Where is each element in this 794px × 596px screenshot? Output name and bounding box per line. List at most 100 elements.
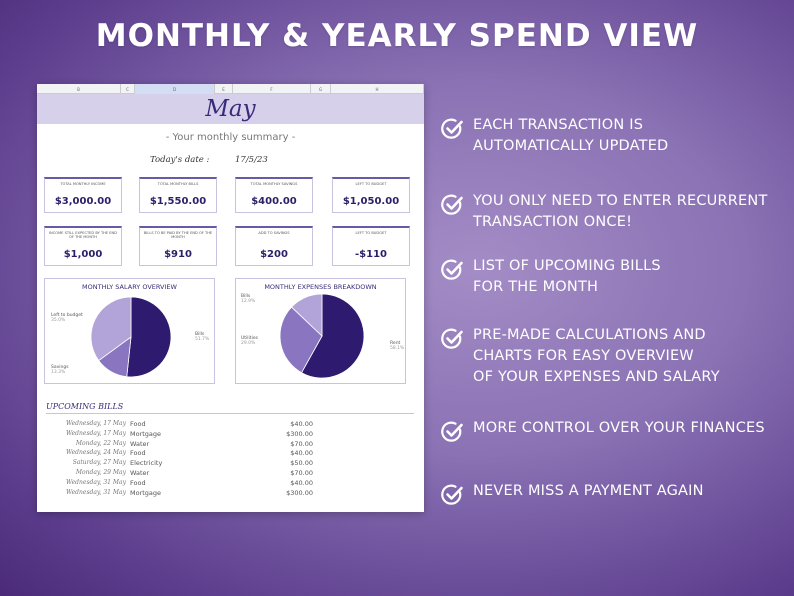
bill-date: Wednesday, 31 May xyxy=(65,488,126,496)
card-value: $3,000.00 xyxy=(54,196,112,207)
pie-slice-left-to-budget xyxy=(90,296,132,362)
column-header[interactable]: G xyxy=(311,84,331,94)
date-value[interactable]: 17/5/23 xyxy=(235,155,268,165)
check-circle-icon xyxy=(441,328,463,349)
bill-amount: $40.00 xyxy=(290,420,313,428)
check-circle-icon xyxy=(441,484,463,505)
slice-label-savings: Savings 13.3% xyxy=(51,365,69,375)
bill-date: Wednesday, 31 May xyxy=(65,478,126,486)
feature-text: NEVER MISS A PAYMENT AGAIN xyxy=(473,483,704,499)
pie-slice-bills xyxy=(290,293,323,337)
card-left-to-budget: LEFT TO BUDGET $1,050.00 xyxy=(332,177,410,213)
card-label: BILLS TO BE PAID BY THE END OF THE MONTH xyxy=(143,231,213,240)
headline: MONTHLY & YEARLY SPEND VIEW xyxy=(95,18,699,54)
pie-slice-utilities xyxy=(279,306,323,374)
bill-name: Mortgage xyxy=(130,429,162,438)
column-header[interactable]: D xyxy=(135,84,215,94)
column-header[interactable]: F xyxy=(233,84,311,94)
salary-chart: MONTHLY SALARY OVERVIEW Left to budget 35… xyxy=(44,278,215,384)
pie-slice-rent xyxy=(300,293,365,379)
check-circle-icon xyxy=(441,259,463,280)
card-label: TOTAL MONTHLY BILLS xyxy=(157,182,199,186)
card-value: $200 xyxy=(260,249,288,260)
bill-date: Wednesday, 24 May xyxy=(65,449,126,457)
bill-amount: $50.00 xyxy=(290,459,313,468)
feature-text: EACH TRANSACTION IS AUTOMATICALLY UPDATE… xyxy=(473,117,669,154)
expenses-chart: MONTHLY EXPENSES BREAKDOWN Bills 12.9% Ut… xyxy=(235,278,406,384)
card-left-to-budget-2: LEFT TO BUDGET -$110 xyxy=(332,226,410,266)
card-value: $1,550.00 xyxy=(149,196,207,207)
column-header-bar: B C D E F G H xyxy=(37,84,424,94)
check-circle-icon xyxy=(441,421,463,442)
bill-date: Monday, 29 May xyxy=(75,468,126,476)
slice-label-left-to-budget: Left to budget 35.0% xyxy=(51,313,83,323)
card-total-savings: TOTAL MONTHLY SAVINGS $400.00 xyxy=(235,177,313,213)
upcoming-bills-title: UPCOMING BILLS xyxy=(46,402,124,411)
card-label: LEFT TO BUDGET xyxy=(355,231,387,235)
check-circle-icon xyxy=(441,194,463,215)
bill-amount: $300.00 xyxy=(286,429,313,438)
slice-label-bills: Bills 51.7% xyxy=(195,332,210,342)
slice-label-utilities: Utilities 29.0% xyxy=(241,336,258,346)
card-value: $1,000 xyxy=(63,249,103,260)
slice-label-rent: Rent 58.1% xyxy=(390,341,405,351)
card-add-to-savings: ADD TO SAVINGS $200 xyxy=(235,226,313,266)
card-value: $400.00 xyxy=(251,196,297,207)
bill-amount: $70.00 xyxy=(290,439,313,448)
bill-amount: $40.00 xyxy=(290,449,313,458)
feature-text: PRE-MADE CALCULATIONS AND CHARTS FOR EAS… xyxy=(473,327,720,385)
bill-name: Food xyxy=(130,420,146,428)
card-total-bills: TOTAL MONTHLY BILLS $1,550.00 xyxy=(139,177,217,213)
expenses-pie xyxy=(279,293,365,379)
bill-amount: $300.00 xyxy=(286,488,313,497)
divider xyxy=(46,413,414,414)
card-label: INCOME STILL EXPECTED BY THE END OF THE … xyxy=(49,231,117,240)
column-header[interactable]: E xyxy=(215,84,233,94)
column-header[interactable]: H xyxy=(331,84,424,94)
bill-date: Monday, 22 May xyxy=(75,439,126,447)
check-circle-icon xyxy=(441,118,463,139)
card-label: LEFT TO BUDGET xyxy=(355,182,387,186)
list-item: Monday, 22 May Water $70.00 xyxy=(46,440,416,450)
bill-date: Wednesday, 17 May xyxy=(65,420,126,427)
feature-text: LIST OF UPCOMING BILLS FOR THE MONTH xyxy=(473,258,661,295)
card-value: $910 xyxy=(164,249,192,260)
bill-name: Food xyxy=(130,478,146,487)
month-band xyxy=(37,94,424,124)
column-header[interactable]: C xyxy=(121,84,135,94)
card-label: TOTAL MONTHLY SAVINGS xyxy=(250,182,298,186)
bill-name: Mortgage xyxy=(130,488,162,497)
column-header[interactable]: B xyxy=(37,84,121,94)
bill-name: Food xyxy=(130,449,146,458)
card-label: TOTAL MONTHLY INCOME xyxy=(60,182,106,186)
card-label: ADD TO SAVINGS xyxy=(258,231,290,235)
salary-chart-title: MONTHLY SALARY OVERVIEW xyxy=(82,283,177,291)
summary-subtitle: - Your monthly summary - xyxy=(165,132,296,143)
bill-name: Electricity xyxy=(130,459,163,468)
salary-pie xyxy=(90,296,172,378)
bill-date: Wednesday, 17 May xyxy=(65,429,126,437)
card-value: -$110 xyxy=(355,249,387,260)
spreadsheet-preview: B C D E F G H May - Your monthly summary… xyxy=(37,84,424,512)
list-item: Wednesday, 24 May Food $40.00 xyxy=(46,449,416,459)
expenses-chart-title: MONTHLY EXPENSES BREAKDOWN xyxy=(264,283,377,291)
feature-text: MORE CONTROL OVER YOUR FINANCES xyxy=(473,420,765,436)
card-income-expected: INCOME STILL EXPECTED BY THE END OF THE … xyxy=(44,226,122,266)
month-title: May xyxy=(205,96,256,122)
bill-date: Saturday, 27 May xyxy=(72,459,126,467)
upcoming-bills-list: Wednesday, 17 May Food $40.00 Wednesday, 1… xyxy=(46,420,416,498)
pie-slice-bills xyxy=(126,296,172,378)
bill-amount: $40.00 xyxy=(290,478,313,487)
date-label: Today's date : xyxy=(150,155,210,165)
list-item: Monday, 29 May Water $70.00 xyxy=(46,469,416,479)
card-bills-to-pay: BILLS TO BE PAID BY THE END OF THE MONTH… xyxy=(139,226,217,266)
slice-label-bills: Bills 12.9% xyxy=(241,294,256,304)
bill-name: Water xyxy=(130,468,150,477)
list-item: Wednesday, 31 May Mortgage $300.00 xyxy=(46,489,416,499)
card-value: $1,050.00 xyxy=(342,196,400,207)
bill-name: Water xyxy=(130,439,150,448)
bill-amount: $70.00 xyxy=(290,468,313,477)
list-item: Saturday, 27 May Electricity $50.00 xyxy=(46,459,416,469)
list-item: Wednesday, 17 May Food $40.00 xyxy=(46,420,416,430)
list-item: Wednesday, 17 May Mortgage $300.00 xyxy=(46,430,416,440)
